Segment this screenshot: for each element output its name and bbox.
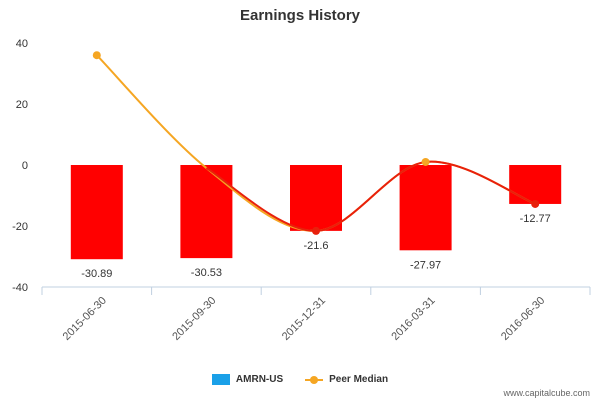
y-tick-label: 40 <box>16 38 28 50</box>
bar-2015-09-30 <box>180 165 233 259</box>
x-tick-label: 2016-03-31 <box>389 295 437 343</box>
bar-2015-12-31 <box>290 165 342 231</box>
legend-item-peer-median[interactable]: Peer Median <box>305 374 388 385</box>
x-tick-label: 2015-06-30 <box>61 295 109 343</box>
data-label: -30.89 <box>81 268 112 280</box>
legend-label-peer-median: Peer Median <box>329 374 389 385</box>
chart-title: Earnings History <box>239 7 361 24</box>
amrn-point <box>312 226 320 235</box>
peer-median-point <box>421 157 430 166</box>
bar-2016-03-31 <box>399 165 452 251</box>
y-tick-label: -40 <box>12 282 28 294</box>
legend: AMRN-US Peer Median <box>0 374 600 385</box>
data-label: -12.77 <box>520 213 551 225</box>
peer-median-point <box>92 51 101 60</box>
legend-swatch-peer-median <box>305 374 324 385</box>
data-label: -30.53 <box>191 267 222 279</box>
x-tick-label: 2015-09-30 <box>170 295 218 343</box>
x-tick-label: 2015-12-31 <box>280 295 328 343</box>
watermark: www.capitalcube.com <box>503 388 590 398</box>
legend-swatch-amrn <box>211 374 230 385</box>
y-tick-label: 20 <box>16 99 28 111</box>
legend-item-amrn[interactable]: AMRN-US <box>211 374 284 385</box>
x-tick-label: 2016-06-30 <box>499 295 547 343</box>
y-tick-label: -20 <box>12 221 28 233</box>
amrn-trend-line <box>205 160 536 232</box>
bar-2016-06-30 <box>509 165 562 204</box>
y-tick-label: 0 <box>22 160 28 172</box>
data-label: -21.6 <box>303 240 328 252</box>
data-label: -27.97 <box>410 259 441 271</box>
bar-2015-06-30 <box>70 165 123 260</box>
legend-label-amrn: AMRN-US <box>235 374 284 385</box>
amrn-point <box>531 199 540 208</box>
